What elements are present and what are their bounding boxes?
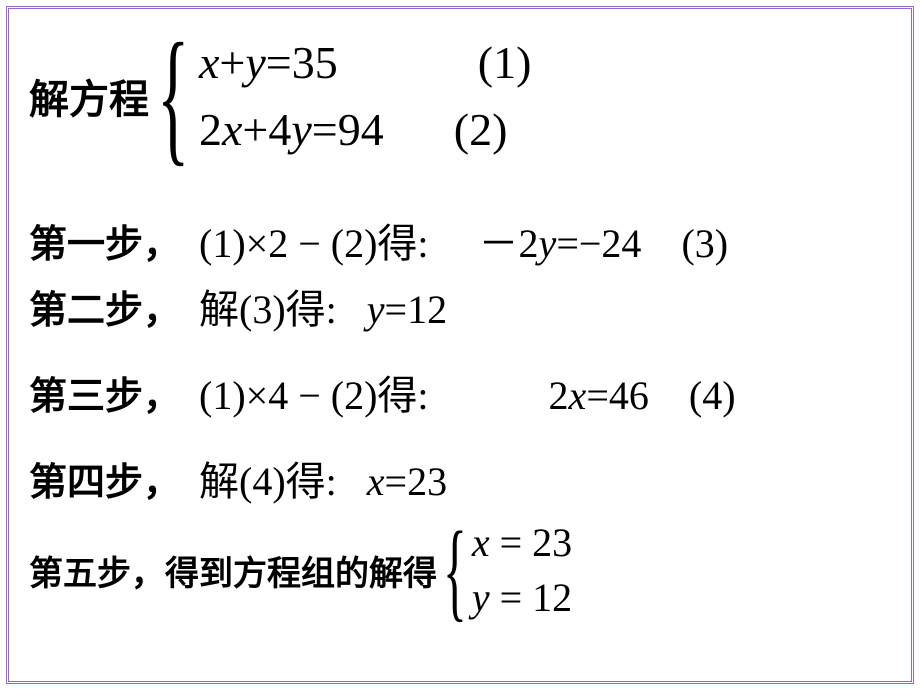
step4-pre: 解(4) <box>199 449 286 507</box>
step1-tag: (3) <box>681 220 728 267</box>
eq2-rhs: 94 <box>338 103 384 156</box>
step1-var: y <box>539 220 557 267</box>
step3-de: 得: <box>377 363 428 421</box>
solution-y: y = 12 <box>472 574 572 621</box>
step-3: 第三步， (1)×4 − (2) 得: 2 x = 46 (4) <box>29 363 891 421</box>
eq1-rhs: 35 <box>292 36 338 89</box>
step4-var: x <box>367 458 385 505</box>
solution-system: { x = 23 y = 12 <box>443 515 572 625</box>
sol-y-val: 12 <box>532 575 572 620</box>
eq2-c2: 4 <box>268 103 291 156</box>
equation-2: 2 x + 4 y = 94 (2) <box>199 103 531 156</box>
content-frame: 解方程 { x + y = 35 (1) 2 x + 4 y <box>6 6 914 684</box>
step2-label: 第二步， <box>29 279 181 334</box>
step-5: 第五步，得到方程组的解得 { x = 23 y = 12 <box>29 515 891 625</box>
eq1-y: y <box>245 36 265 89</box>
eq2-x: x <box>222 103 242 156</box>
sol-y-eq: = <box>500 575 533 620</box>
equation-1: x + y = 35 (1) <box>199 36 531 89</box>
step2-var: y <box>367 286 385 333</box>
sol-x-var: x <box>472 520 490 565</box>
eq1-eq: = <box>266 36 292 89</box>
sol-y-var: y <box>472 575 490 620</box>
brace-icon: { <box>157 21 189 171</box>
step1-rhs: −24 <box>579 220 642 267</box>
header-row: 解方程 { x + y = 35 (1) 2 x + 4 y <box>29 21 891 171</box>
title: 解方程 <box>29 67 149 125</box>
step4-de: 得: <box>286 449 337 507</box>
step3-rhs: 46 <box>609 372 649 419</box>
solution-lines: x = 23 y = 12 <box>472 519 572 621</box>
solution-x: x = 23 <box>472 519 572 566</box>
eq2-plus: + <box>242 103 268 156</box>
system-lines: x + y = 35 (1) 2 x + 4 y = 94 (2) <box>199 36 531 156</box>
eq2-tag: (2) <box>454 103 508 156</box>
step5-label: 第五步，得到方程组的解得 <box>29 546 437 595</box>
step-2: 第二步， 解(3) 得: y = 12 <box>29 277 891 335</box>
step3-op: (1)×4 − (2) <box>199 372 377 419</box>
equation-system: { x + y = 35 (1) 2 x + 4 y = <box>157 21 531 171</box>
step1-coef: 2 <box>519 220 539 267</box>
step4-eq: = <box>385 458 408 505</box>
step3-tag: (4) <box>689 372 736 419</box>
sol-x-eq: = <box>500 520 533 565</box>
eq1-plus: + <box>219 36 245 89</box>
step1-eq: = <box>556 220 579 267</box>
step-4: 第四步， 解(4) 得: x = 23 <box>29 449 891 507</box>
step2-de: 得: <box>286 277 337 335</box>
step-1: 第一步， (1)×2 − (2) 得: － 2 y = −24 (3) <box>29 211 891 269</box>
step3-var: x <box>569 372 587 419</box>
solution-brace-icon: { <box>443 515 467 625</box>
step1-de: 得: <box>377 211 428 269</box>
eq2-c1: 2 <box>199 103 222 156</box>
step2-eq: = <box>385 286 408 333</box>
eq2-y: y <box>291 103 311 156</box>
eq1-tag: (1) <box>478 36 532 89</box>
eq2-eq: = <box>312 103 338 156</box>
step3-label: 第三步， <box>29 365 181 420</box>
step1-op: (1)×2 − (2) <box>199 220 377 267</box>
step3-eq: = <box>586 372 609 419</box>
step2-pre: 解(3) <box>199 277 286 335</box>
step3-coef: 2 <box>549 372 569 419</box>
sol-x-val: 23 <box>532 520 572 565</box>
eq1-x: x <box>199 36 219 89</box>
step4-rhs: 23 <box>407 458 447 505</box>
step4-label: 第四步， <box>29 451 181 506</box>
step2-rhs: 12 <box>407 286 447 333</box>
step1-label: 第一步， <box>29 213 181 268</box>
step1-neg: － <box>479 211 519 269</box>
